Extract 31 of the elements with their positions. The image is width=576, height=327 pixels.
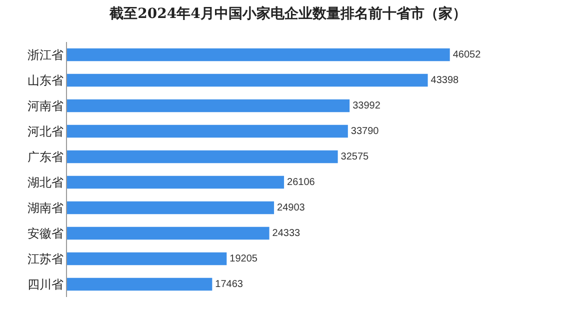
bar xyxy=(67,150,338,164)
data-label: 33992 xyxy=(352,100,381,112)
y-tick-label: 河南省 xyxy=(28,98,64,113)
data-label: 24903 xyxy=(277,202,306,214)
y-tick-label: 湖北省 xyxy=(28,175,64,190)
y-tick-label: 山东省 xyxy=(28,73,64,88)
bar xyxy=(67,74,428,87)
bar xyxy=(67,176,284,189)
bar xyxy=(67,99,350,112)
bar xyxy=(67,124,348,138)
data-label: 19205 xyxy=(230,253,258,264)
bar xyxy=(67,48,450,62)
y-tick-label: 安徽省 xyxy=(28,226,64,240)
data-label: 33790 xyxy=(350,126,380,137)
data-label: 43398 xyxy=(430,74,460,86)
data-label: 32575 xyxy=(340,151,370,162)
data-label: 24333 xyxy=(272,228,301,239)
y-tick-label: 四川省 xyxy=(28,277,64,292)
y-tick-label: 广东省 xyxy=(28,150,64,164)
bar xyxy=(67,226,270,240)
y-tick-label: 江苏省 xyxy=(28,252,64,266)
bar xyxy=(67,252,227,266)
bar xyxy=(67,201,274,214)
data-label: 26106 xyxy=(287,176,316,188)
data-label: 46052 xyxy=(452,49,482,60)
y-tick-label: 湖南省 xyxy=(28,200,64,215)
y-tick-label: 河北省 xyxy=(28,124,64,138)
y-tick-label: 浙江省 xyxy=(28,48,64,62)
bar xyxy=(67,278,212,291)
data-label: 17463 xyxy=(215,278,244,290)
chart-title: 截至2024年4月中国小家电企业数量排名前十省市（家） xyxy=(108,4,466,22)
